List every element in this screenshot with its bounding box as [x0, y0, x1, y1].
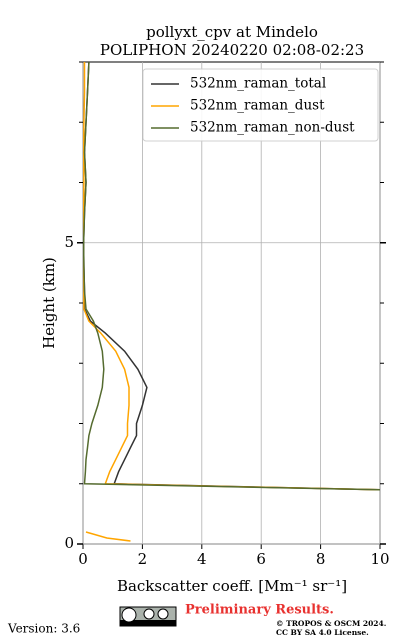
- copyright: © TROPOS & OSCM 2024.: [276, 619, 386, 628]
- chart-title: pollyxt_cpv at Mindelo: [146, 23, 318, 41]
- y-tick-label: 0: [64, 534, 74, 552]
- chart-subtitle: POLIPHON 20240220 02:08-02:23: [100, 41, 364, 59]
- profile-line: [83, 62, 380, 542]
- preliminary-note: Preliminary Results.: [185, 603, 334, 618]
- x-tick-label: 0: [78, 550, 88, 568]
- x-tick-label: 4: [197, 550, 207, 568]
- cc-badge: [119, 606, 177, 627]
- legend-box: [142, 68, 379, 142]
- legend-label: 532nm_raman_total: [190, 76, 326, 92]
- y-tick-label: 5: [64, 233, 74, 251]
- x-tick-label: 2: [138, 550, 148, 568]
- x-tick-label: 8: [316, 550, 326, 568]
- x-tick-label: 10: [370, 550, 389, 568]
- legend-label: 532nm_raman_non-dust: [190, 120, 355, 136]
- legend-label: 532nm_raman_dust: [190, 98, 325, 114]
- version: Version: 3.6: [7, 622, 80, 636]
- profile-line: [83, 62, 380, 491]
- x-tick-label: 6: [256, 550, 266, 568]
- y-axis-label: Height (km): [40, 257, 58, 349]
- license: CC BY SA 4.0 License.: [276, 628, 369, 637]
- x-axis-label: Backscatter coeff. [Mm⁻¹ sr⁻¹]: [117, 577, 347, 595]
